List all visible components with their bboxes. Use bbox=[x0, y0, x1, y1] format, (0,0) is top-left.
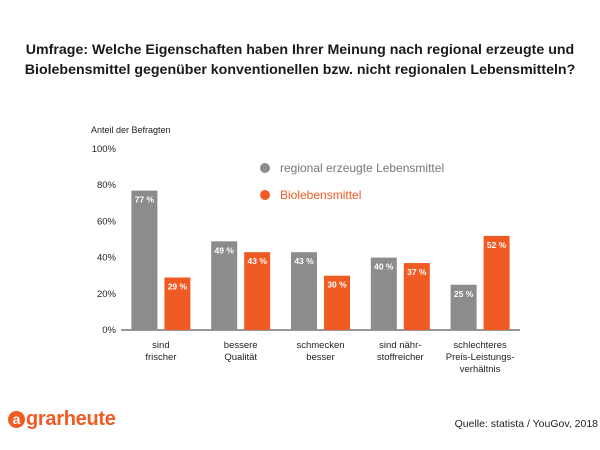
bar-bio bbox=[164, 277, 191, 330]
title-line-1: Umfrage: Welche Eigenschaften haben Ihre… bbox=[25, 42, 575, 58]
x-tick-label: besser bbox=[306, 352, 335, 363]
legend-marker bbox=[260, 163, 270, 173]
bar-value-label: 43 % bbox=[248, 256, 268, 266]
bar-regional bbox=[131, 190, 158, 330]
bar-regional bbox=[450, 284, 477, 330]
bar-value-label: 29 % bbox=[168, 282, 188, 292]
x-tick-label: schlechteres bbox=[453, 340, 507, 351]
y-tick-label: 40% bbox=[97, 253, 117, 264]
x-tick-label: schmecken bbox=[296, 340, 344, 351]
logo-mark: a bbox=[8, 410, 25, 428]
y-tick-label: 80% bbox=[97, 180, 117, 191]
x-tick-label: frischer bbox=[145, 352, 176, 363]
y-axis-label: Anteil der Befragten bbox=[91, 125, 171, 135]
y-tick-label: 60% bbox=[97, 216, 117, 227]
bar-regional bbox=[370, 257, 397, 330]
x-tick-label: Qualität bbox=[224, 352, 257, 363]
x-tick-label: sind bbox=[152, 340, 169, 351]
bar-value-label: 52 % bbox=[487, 240, 507, 250]
bar-value-label: 30 % bbox=[327, 280, 347, 290]
logo-wordmark: grarheute bbox=[26, 407, 116, 430]
x-tick-label: sind nähr- bbox=[379, 340, 421, 351]
agrarheute-logo: a grarheute bbox=[8, 406, 116, 432]
chart-title: Umfrage: Welche Eigenschaften haben Ihre… bbox=[0, 40, 600, 80]
bar-bio bbox=[483, 235, 510, 330]
bar-value-label: 43 % bbox=[294, 256, 314, 266]
legend-label: regional erzeugte Lebensmittel bbox=[280, 161, 444, 175]
bar-value-label: 49 % bbox=[215, 245, 235, 255]
x-tick-label: Preis-Leistungs- bbox=[446, 352, 515, 363]
bar-regional bbox=[291, 252, 317, 330]
bar-regional bbox=[211, 241, 238, 330]
bar-value-label: 37 % bbox=[407, 267, 427, 277]
y-tick-label: 0% bbox=[102, 325, 116, 336]
bar-value-label: 25 % bbox=[454, 289, 474, 299]
x-tick-label: bessere bbox=[224, 340, 258, 351]
x-tick-label: verhältnis bbox=[460, 364, 501, 375]
x-tick-label: stoffreicher bbox=[377, 352, 424, 363]
legend-label: Biolebensmittel bbox=[280, 188, 361, 202]
y-tick-label: 100% bbox=[92, 144, 117, 155]
bar-bio bbox=[403, 263, 430, 330]
bar-bio bbox=[324, 275, 350, 330]
title-line-2: Biolebensmittel gegenüber konventionelle… bbox=[24, 62, 576, 78]
source-note: Quelle: statista / YouGov, 2018 bbox=[454, 418, 598, 430]
bar-value-label: 77 % bbox=[135, 195, 155, 205]
legend-marker bbox=[260, 190, 270, 200]
bar-bio bbox=[244, 252, 271, 330]
y-tick-label: 20% bbox=[97, 289, 117, 300]
bar-value-label: 40 % bbox=[374, 262, 394, 272]
